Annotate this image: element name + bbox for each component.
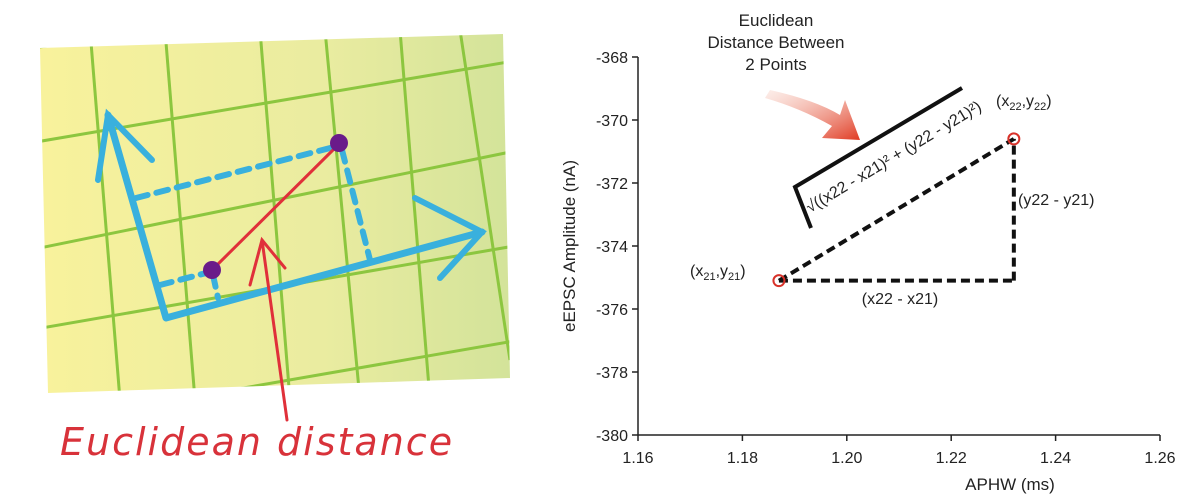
scatter-chart: -368 -370 -372 -374 -376 -378 -380 1.16 1.18 1.2… [560,11,1176,494]
y-tick-label: -376 [596,302,628,319]
dx-label: (x22 - x21) [862,291,938,308]
x-tick-label: 1.18 [727,450,758,467]
distance-triangle [772,132,1021,288]
point-label-x21-y21: (x21,y21) [690,263,746,283]
hypotenuse-line [777,137,1015,283]
y-tick-label: -368 [596,50,628,67]
distance-line [210,143,340,272]
annotation-title-line-1: Euclidean [739,11,814,30]
annotation-title-line-3: 2 Points [745,55,806,74]
dy-label: (y22 - y21) [1018,192,1094,209]
y-tick-label: -372 [596,176,628,193]
curved-arrow-icon [765,90,860,140]
sqrt-symbol [792,86,964,229]
y-axis-label: eEPSC Amplitude (nA) [560,160,579,332]
x-axis-label: APHW (ms) [965,475,1055,494]
x-tick-label: 1.24 [1040,450,1071,467]
x-tick-label: 1.16 [622,450,653,467]
data-point [1007,132,1021,146]
data-point [772,274,786,288]
y-tick-label: -378 [596,365,628,382]
x-tick-label: 1.22 [936,450,967,467]
illustration-caption: Euclidean distance [60,420,454,464]
coordinate-axes [95,108,487,322]
annotation-title-line-2: Distance Between [707,33,844,52]
pointer-arrow-icon [248,236,289,422]
point-label-x22-y22: (x22,y22) [996,93,1052,113]
euclidean-illustration: Euclidean distance [40,34,510,464]
x-tick-label: 1.26 [1144,450,1175,467]
y-tick-label: -380 [596,428,628,445]
y-tick-label: -374 [596,239,628,256]
point-a [203,261,221,279]
x-tick-label: 1.20 [831,450,862,467]
y-tick-label: -370 [596,113,628,130]
point-b [330,134,348,152]
